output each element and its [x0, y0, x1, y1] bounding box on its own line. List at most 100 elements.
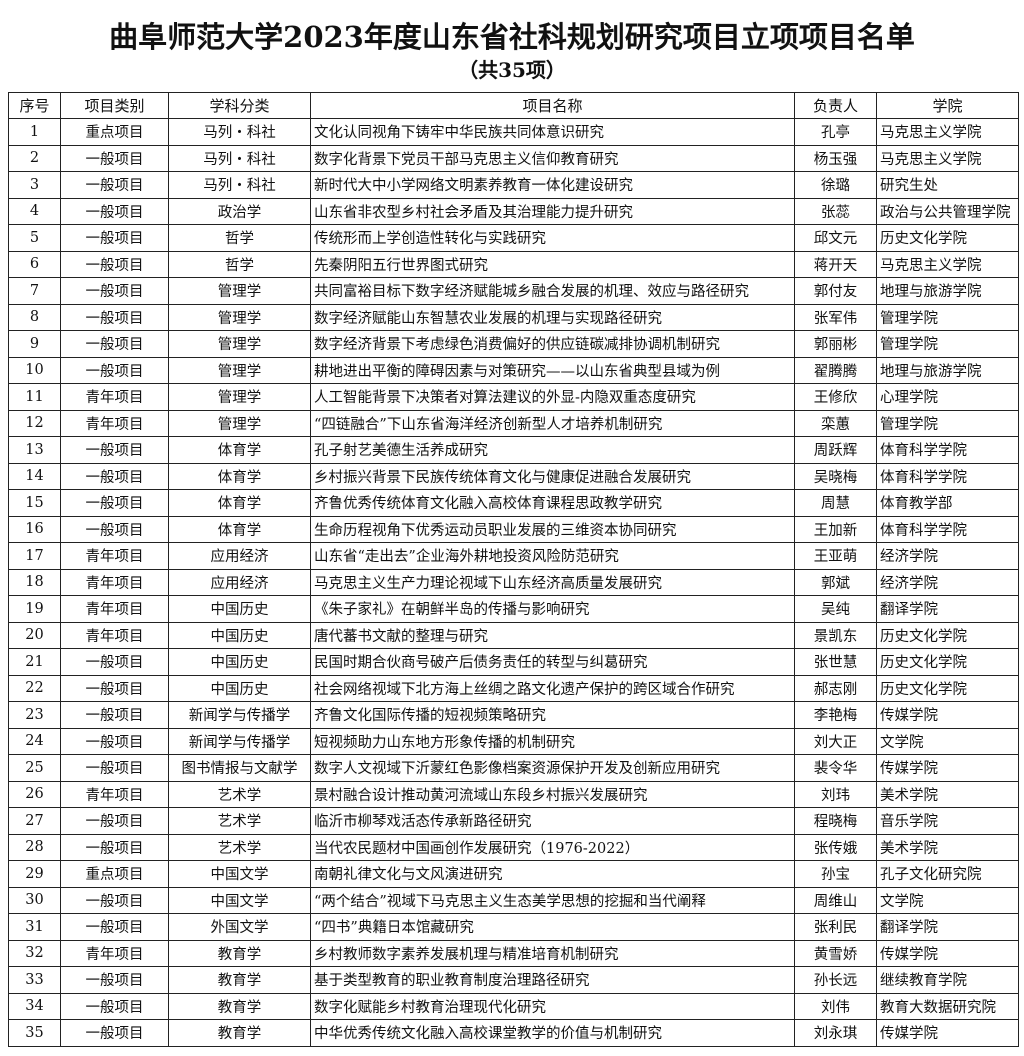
- cell-discipline: 艺术学: [168, 780, 311, 808]
- cell-discipline: 管理学: [168, 356, 311, 384]
- cell-college: 传媒学院: [876, 1019, 1019, 1047]
- cell-category: 一般项目: [60, 171, 169, 199]
- cell-category: 一般项目: [60, 701, 169, 729]
- table-row: 31 一般项目 外国文学 “四书”典籍日本馆藏研究 张利民 翻译学院: [8, 913, 1019, 941]
- cell-discipline: 中国文学: [168, 886, 311, 914]
- cell-college: 传媒学院: [876, 701, 1019, 729]
- cell-discipline: 教育学: [168, 939, 311, 967]
- cell-discipline: 新闻学与传播学: [168, 701, 311, 729]
- cell-index: 27: [8, 807, 61, 835]
- cell-leader: 程晓梅: [794, 807, 877, 835]
- table-row: 12 青年项目 管理学 “四链融合”下山东省海洋经济创新型人才培养机制研究 栾蕙 管理学院: [8, 409, 1019, 437]
- cell-college: 马克思主义学院: [876, 250, 1019, 278]
- cell-index: 7: [8, 277, 61, 305]
- cell-college: 翻译学院: [876, 913, 1019, 941]
- cell-college: 管理学院: [876, 303, 1019, 331]
- cell-leader: 周维山: [794, 886, 877, 914]
- cell-index: 17: [8, 542, 61, 570]
- cell-discipline: 图书情报与文献学: [168, 754, 311, 782]
- cell-discipline: 艺术学: [168, 833, 311, 861]
- cell-index: 18: [8, 568, 61, 596]
- cell-leader: 郭付友: [794, 277, 877, 305]
- cell-leader: 孙宝: [794, 860, 877, 888]
- cell-discipline: 马列・科社: [168, 118, 311, 146]
- cell-index: 11: [8, 383, 61, 411]
- cell-index: 32: [8, 939, 61, 967]
- cell-project-name: 山东省“走出去”企业海外耕地投资风险防范研究: [310, 542, 795, 570]
- cell-leader: 周跃辉: [794, 436, 877, 464]
- cell-index: 3: [8, 171, 61, 199]
- cell-leader: 孔亭: [794, 118, 877, 146]
- cell-project-name: 乡村教师数字素养发展机理与精准培育机制研究: [310, 939, 795, 967]
- cell-project-name: 传统形而上学创造性转化与实践研究: [310, 224, 795, 252]
- header-category: 项目类别: [60, 92, 169, 119]
- table-row: 8 一般项目 管理学 数字经济赋能山东智慧农业发展的机理与实现路径研究 张军伟 管理学院: [8, 303, 1019, 331]
- cell-college: 体育科学学院: [876, 436, 1019, 464]
- cell-project-name: “四书”典籍日本馆藏研究: [310, 913, 795, 941]
- cell-discipline: 新闻学与传播学: [168, 727, 311, 755]
- cell-project-name: 唐代蕃书文献的整理与研究: [310, 621, 795, 649]
- cell-leader: 郭丽彬: [794, 330, 877, 358]
- cell-project-name: 社会网络视域下北方海上丝绸之路文化遗产保护的跨区域合作研究: [310, 674, 795, 702]
- cell-leader: 张利民: [794, 913, 877, 941]
- table-row: 11 青年项目 管理学 人工智能背景下决策者对算法建议的外显-内隐双重态度研究 王修欣心…: [8, 383, 1019, 411]
- cell-college: 管理学院: [876, 409, 1019, 437]
- cell-index: 8: [8, 303, 61, 331]
- cell-leader: 邱文元: [794, 224, 877, 252]
- cell-leader: 徐璐: [794, 171, 877, 199]
- cell-index: 2: [8, 144, 61, 172]
- cell-index: 1: [8, 118, 61, 146]
- cell-index: 6: [8, 250, 61, 278]
- cell-project-name: 南朝礼律文化与文风演进研究: [310, 860, 795, 888]
- table-row: 25 一般项目 图书情报与文献学 数字人文视域下沂蒙红色影像档案资源保护开发及创新应用…: [8, 754, 1019, 782]
- cell-college: 历史文化学院: [876, 674, 1019, 702]
- table-row: 34 一般项目 教育学 数字化赋能乡村教育治理现代化研究 刘伟 教育大数据研究院: [8, 992, 1019, 1020]
- cell-leader: 张世慧: [794, 648, 877, 676]
- page-title: 曲阜师范大学2023年度山东省社科规划研究项目立项项目名单: [109, 20, 915, 54]
- cell-project-name: 新时代大中小学网络文明素养教育一体化建设研究: [310, 171, 795, 199]
- table-row: 21 一般项目 中国历史 民国时期合伙商号破产后债务责任的转型与纠葛研究 张世慧 历史文化…: [8, 648, 1019, 676]
- cell-category: 一般项目: [60, 277, 169, 305]
- cell-leader: 杨玉强: [794, 144, 877, 172]
- table-row: 5 一般项目 哲学 传统形而上学创造性转化与实践研究 邱文元 历史文化学院: [8, 224, 1019, 252]
- cell-discipline: 教育学: [168, 966, 311, 994]
- cell-index: 10: [8, 356, 61, 384]
- cell-discipline: 哲学: [168, 224, 311, 252]
- cell-index: 14: [8, 462, 61, 490]
- table-row: 16 一般项目 体育学 生命历程视角下优秀运动员职业发展的三维资本协同研究 王加新 体育科…: [8, 515, 1019, 543]
- cell-leader: 王修欣: [794, 383, 877, 411]
- cell-index: 5: [8, 224, 61, 252]
- cell-leader: 郭斌: [794, 568, 877, 596]
- cell-project-name: 共同富裕目标下数字经济赋能城乡融合发展的机理、效应与路径研究: [310, 277, 795, 305]
- table-row: 1 重点项目 马列・科社 文化认同视角下铸牢中华民族共同体意识研究 孔亭 马克思主义学院: [8, 118, 1019, 146]
- table-row: 26 青年项目 艺术学 景村融合设计推动黄河流域山东段乡村振兴发展研究 刘玮 美术学院: [8, 780, 1019, 808]
- table-row: 15 一般项目 体育学 齐鲁优秀传统体育文化融入高校体育课程思政教学研究 周慧 体育教学部: [8, 489, 1019, 517]
- cell-project-name: 山东省非农型乡村社会矛盾及其治理能力提升研究: [310, 197, 795, 225]
- cell-category: 青年项目: [60, 595, 169, 623]
- cell-discipline: 管理学: [168, 330, 311, 358]
- cell-discipline: 外国文学: [168, 913, 311, 941]
- cell-category: 一般项目: [60, 330, 169, 358]
- cell-college: 美术学院: [876, 833, 1019, 861]
- cell-college: 马克思主义学院: [876, 144, 1019, 172]
- cell-project-name: 数字经济背景下考虑绿色消费偏好的供应链碳减排协调机制研究: [310, 330, 795, 358]
- header-project-name: 项目名称: [310, 92, 795, 119]
- cell-category: 一般项目: [60, 250, 169, 278]
- cell-leader: 王加新: [794, 515, 877, 543]
- cell-project-name: 短视频助力山东地方形象传播的机制研究: [310, 727, 795, 755]
- cell-index: 25: [8, 754, 61, 782]
- cell-leader: 刘永琪: [794, 1019, 877, 1047]
- cell-college: 音乐学院: [876, 807, 1019, 835]
- cell-category: 一般项目: [60, 144, 169, 172]
- cell-index: 13: [8, 436, 61, 464]
- cell-category: 一般项目: [60, 727, 169, 755]
- cell-index: 28: [8, 833, 61, 861]
- cell-project-name: 人工智能背景下决策者对算法建议的外显-内隐双重态度研究: [310, 383, 795, 411]
- cell-college: 经济学院: [876, 542, 1019, 570]
- cell-index: 15: [8, 489, 61, 517]
- cell-project-name: 临沂市柳琴戏活态传承新路径研究: [310, 807, 795, 835]
- cell-college: 马克思主义学院: [876, 118, 1019, 146]
- cell-leader: 刘伟: [794, 992, 877, 1020]
- cell-discipline: 管理学: [168, 383, 311, 411]
- header-college: 学院: [876, 92, 1019, 119]
